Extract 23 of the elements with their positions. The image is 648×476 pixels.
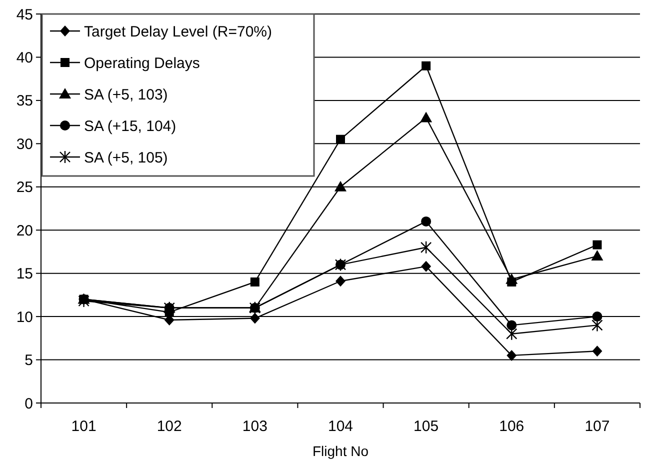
x-tick-label: 102 [156,418,182,435]
x-tick-label: 103 [242,418,268,435]
y-tick-label: 25 [16,179,33,196]
y-tick-label: 15 [16,266,33,283]
legend-label: SA (+5, 105) [84,149,168,166]
x-axis-title: Flight No [312,443,369,459]
y-tick-label: 35 [16,92,33,110]
y-tick-label: 10 [16,308,33,326]
y-tick-label: 20 [16,222,33,240]
y-tick-label: 40 [16,49,33,66]
y-tick-label: 0 [24,395,33,412]
legend-label: Target Delay Level (R=70%) [84,23,272,40]
x-tick-label: 104 [328,418,354,435]
legend-label: SA (+5, 103) [84,86,168,104]
y-tick-label: 30 [16,136,33,153]
legend-label: Operating Delays [84,54,200,72]
x-tick-label: 106 [499,418,524,435]
y-tick-label: 45 [16,6,33,24]
legend-label: SA (+15, 104) [84,118,176,135]
y-tick-label: 5 [24,352,33,370]
x-tick-label: 107 [584,418,610,435]
x-tick-label: 105 [414,418,439,435]
x-tick-label: 101 [71,418,96,435]
